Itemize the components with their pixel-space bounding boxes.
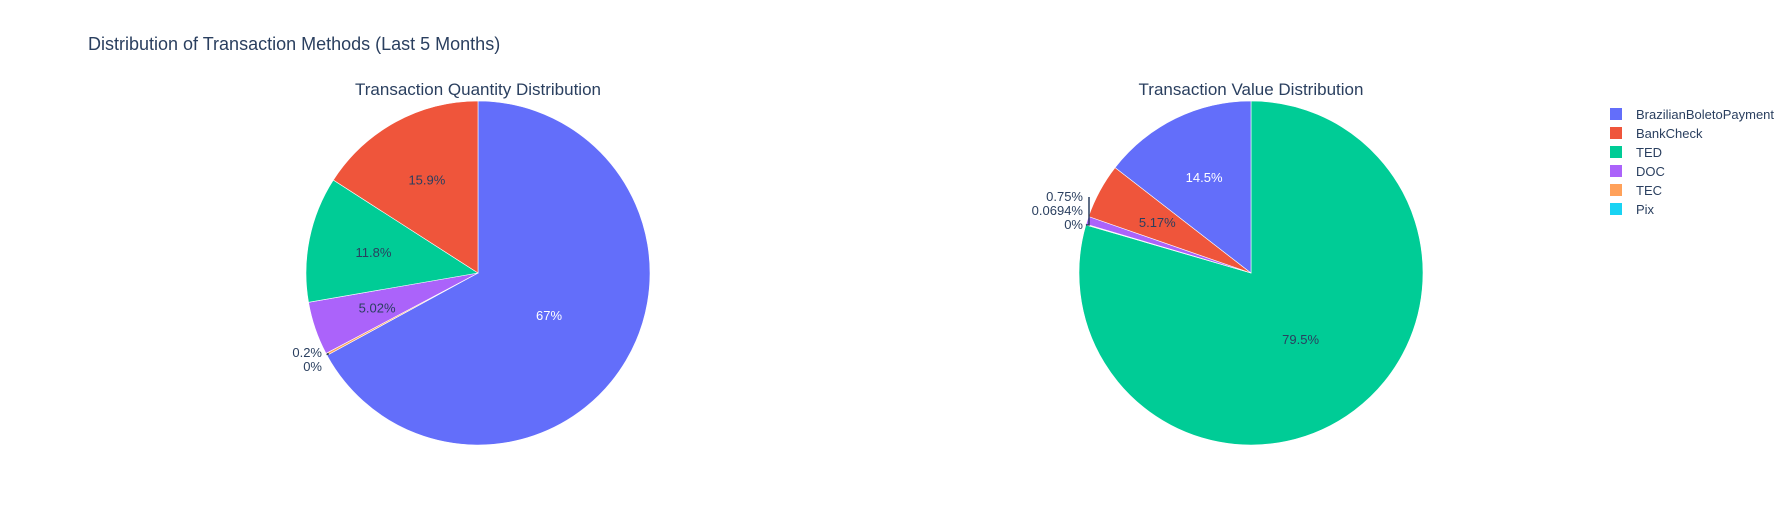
legend-item-brazilianboletopayment[interactable]: BrazilianBoletoPayment <box>1610 107 1774 122</box>
slice-label-pix: 0% <box>1064 217 1083 232</box>
slice-label-doc: 5.02% <box>359 300 396 315</box>
pie-slice-bankcheck[interactable] <box>332 100 479 274</box>
legend-swatch <box>1610 184 1622 196</box>
pie-quantity-title: Transaction Quantity Distribution <box>355 80 601 99</box>
legend-item-ted[interactable]: TED <box>1610 145 1662 160</box>
pie-value: Transaction Value Distribution 79.5% 5.17… <box>1032 80 1424 446</box>
slice-label-tec: 0.2% <box>292 345 322 360</box>
slice-label-doc: 0.75% <box>1046 189 1083 204</box>
pie-slice-brazilianboletopayment[interactable] <box>1114 100 1252 274</box>
legend-label: DOC <box>1636 164 1665 179</box>
pie-quantity: Transaction Quantity Distribution 67% 5.0… <box>292 80 651 446</box>
slice-label-bankcheck: 5.17% <box>1139 215 1176 230</box>
legend-label: TEC <box>1636 183 1662 198</box>
legend-swatch <box>1610 165 1622 177</box>
slice-label-brazilianboletopayment: 67% <box>536 308 562 323</box>
legend-swatch <box>1610 127 1622 139</box>
legend-swatch <box>1610 203 1622 215</box>
slice-label-ted: 11.8% <box>356 245 392 260</box>
pie-slice-brazilianboletopayment[interactable] <box>326 100 651 446</box>
slice-label-ted: 79.5% <box>1282 332 1319 347</box>
legend-label: Pix <box>1636 202 1655 217</box>
legend-item-pix[interactable]: Pix <box>1610 202 1655 217</box>
figure-title: Distribution of Transaction Methods (Las… <box>88 34 500 54</box>
legend-item-tec[interactable]: TEC <box>1610 183 1662 198</box>
pie-value-title: Transaction Value Distribution <box>1139 80 1364 99</box>
legend-item-bankcheck[interactable]: BankCheck <box>1610 126 1703 141</box>
slice-label-brazilianboletopayment: 14.5% <box>1186 170 1223 185</box>
legend-label: TED <box>1636 145 1662 160</box>
legend-swatch <box>1610 146 1622 158</box>
slice-label-tec: 0.0694% <box>1032 203 1084 218</box>
slice-label-bankcheck: 15.9% <box>408 172 445 187</box>
small-slice-leader-line <box>326 353 329 356</box>
pie-slice-ted[interactable] <box>305 179 479 303</box>
slice-label-pix: 0% <box>303 359 322 374</box>
legend-label: BrazilianBoletoPayment <box>1636 107 1774 122</box>
legend-label: BankCheck <box>1636 126 1703 141</box>
small-slice-leader-line <box>1085 197 1090 226</box>
legend[interactable]: BrazilianBoletoPayment BankCheck TED DOC TEC… <box>1610 107 1774 217</box>
legend-item-doc[interactable]: DOC <box>1610 164 1665 179</box>
legend-swatch <box>1610 108 1622 120</box>
